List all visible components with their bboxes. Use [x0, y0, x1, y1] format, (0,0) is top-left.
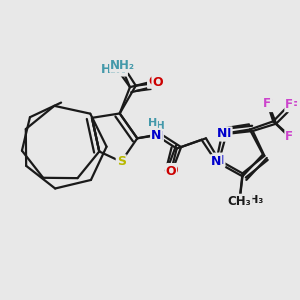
Text: N: N: [211, 155, 221, 168]
Text: CH₃: CH₃: [228, 195, 251, 208]
Text: F: F: [290, 100, 298, 112]
Text: H: H: [156, 121, 165, 131]
Text: O: O: [148, 75, 159, 88]
Text: S: S: [117, 155, 126, 168]
Text: F: F: [285, 98, 293, 111]
Text: CH₃: CH₃: [242, 195, 264, 205]
Text: O: O: [166, 165, 176, 178]
Text: O: O: [152, 76, 163, 89]
Text: F: F: [285, 130, 293, 143]
Text: N: N: [214, 154, 224, 167]
Text: N: N: [152, 130, 163, 143]
Text: H: H: [148, 118, 158, 128]
Text: N: N: [221, 128, 232, 140]
Text: F: F: [265, 98, 273, 111]
Text: H₂N: H₂N: [101, 62, 127, 76]
Text: F: F: [263, 97, 272, 110]
Text: N: N: [217, 128, 227, 140]
Text: N: N: [214, 154, 224, 167]
Text: O: O: [167, 164, 178, 177]
Text: H: H: [111, 59, 120, 69]
Text: F: F: [287, 130, 295, 143]
Text: N: N: [151, 129, 161, 142]
Text: NH₂: NH₂: [110, 59, 135, 72]
